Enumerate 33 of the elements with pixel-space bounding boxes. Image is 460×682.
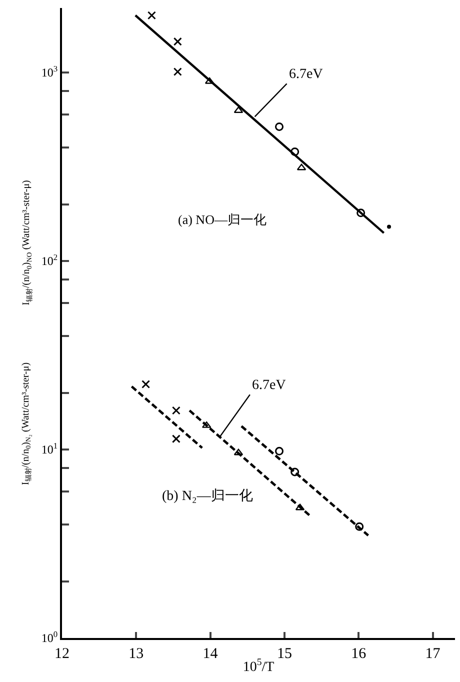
annotation: (b) N₂—归一化 [162, 488, 253, 504]
point [296, 164, 306, 170]
x-tick-label: 16 [351, 646, 367, 662]
point [234, 448, 244, 456]
point [172, 406, 180, 415]
y-tick-label: 10$^{1}$ [41, 442, 58, 457]
point [290, 468, 300, 476]
point [202, 421, 212, 428]
point [290, 148, 300, 156]
x-tick-label: 12 [54, 646, 70, 662]
annotation: (a) NO—归一化 [178, 212, 266, 227]
annotation: 6.7eV [252, 378, 286, 393]
point [147, 11, 156, 20]
y-tick-label: 10$^{0}$ [41, 630, 58, 646]
point [142, 380, 150, 388]
point [204, 77, 214, 84]
point [356, 208, 366, 218]
x-axis-title: 10$^{5}$/T [242, 656, 275, 675]
point [275, 446, 284, 456]
point [172, 434, 180, 444]
point [275, 122, 284, 131]
x-tick-label: 15 [276, 646, 292, 662]
point [355, 522, 364, 531]
point [173, 67, 182, 76]
annotation: 6.7eV [289, 67, 323, 82]
y-tick-label: 10$^{3}$ [41, 64, 58, 80]
y-tick-label: 10$^{2}$ [41, 253, 58, 268]
point [173, 37, 182, 46]
x-tick-label: 13 [128, 646, 144, 662]
x-tick-label: 17 [425, 646, 441, 662]
point [387, 224, 392, 229]
point [295, 504, 305, 510]
x-tick-label: 14 [202, 646, 218, 662]
